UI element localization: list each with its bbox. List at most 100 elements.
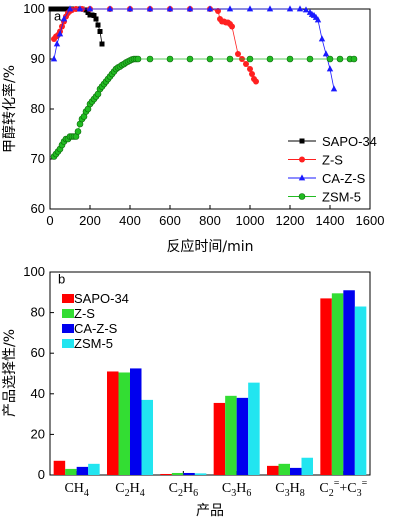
chart-b-panel-label: b xyxy=(58,272,65,287)
legend-label: CA-Z-S xyxy=(322,171,366,186)
data-point xyxy=(63,6,69,12)
legend-label: CA-Z-S xyxy=(74,321,118,336)
bar-ca-z-s xyxy=(183,472,195,475)
data-point xyxy=(249,71,255,77)
data-point xyxy=(296,5,304,12)
legend-item: CA-Z-S xyxy=(288,171,366,186)
data-point xyxy=(53,40,61,47)
legend-item: ZSM-5 xyxy=(62,336,113,351)
category-label: C2H4 xyxy=(115,481,144,499)
category-label: C3H6 xyxy=(222,481,251,499)
chart-b-ytick-label: 80 xyxy=(31,305,45,320)
data-point xyxy=(91,13,97,18)
chart-a-ytick-label: 90 xyxy=(31,51,45,66)
chart-b-ytick-label: 100 xyxy=(23,264,45,279)
bar-zsm-5 xyxy=(88,463,100,475)
legend-item: SAPO-34 xyxy=(288,134,377,149)
legend-swatch xyxy=(62,324,74,333)
data-point xyxy=(56,30,64,37)
category-label: CH4 xyxy=(64,481,88,499)
bar-z-s xyxy=(278,463,290,475)
legend-item: Z-S xyxy=(288,153,343,168)
bar-sapo-34 xyxy=(267,465,279,475)
bar-z-s xyxy=(171,472,184,475)
data-point xyxy=(235,51,241,57)
legend-marker xyxy=(299,138,305,144)
chart-b-ytick-label: 20 xyxy=(31,426,45,441)
data-point xyxy=(206,55,214,63)
bar-ca-z-s xyxy=(130,368,142,475)
legend-label: Z-S xyxy=(322,153,343,168)
data-point xyxy=(286,55,294,63)
data-point xyxy=(318,35,326,42)
chart-b: b 0 20 40 60 80 100 CH4 C2H4 C2H6 C3H6 C3H8 C2=+C3… xyxy=(2,264,371,519)
data-point xyxy=(322,50,330,57)
chart-a-ytick-label: 60 xyxy=(31,201,45,216)
data-point xyxy=(229,23,235,30)
legend-marker xyxy=(299,156,305,163)
chart-b-frame xyxy=(49,271,371,476)
chart-a-panel-label: a xyxy=(54,9,62,24)
chart-a-xlabel: 反应时间/min xyxy=(166,238,253,255)
data-point xyxy=(66,5,74,12)
chart-a-xtick-label: 0 xyxy=(46,213,53,228)
chart-a-xtick-label: 1400 xyxy=(316,213,345,228)
chart-b-xlabel: 产品 xyxy=(196,503,224,519)
data-point xyxy=(146,5,154,12)
chart-a-xtick-label: 1000 xyxy=(236,213,265,228)
data-point xyxy=(97,29,103,34)
legend-label: ZSM-5 xyxy=(74,336,113,351)
data-point xyxy=(302,6,310,13)
data-point xyxy=(314,16,322,23)
data-point xyxy=(99,41,105,47)
data-point xyxy=(226,55,234,63)
data-point xyxy=(48,6,54,12)
bar-zsm-5 xyxy=(194,473,207,475)
chart-b-ytick-label: 60 xyxy=(31,345,45,360)
bar-ca-z-s xyxy=(236,397,249,475)
data-point xyxy=(350,55,358,63)
data-point xyxy=(146,55,154,63)
category-label: C2=+C3= xyxy=(319,478,367,499)
bar-z-s xyxy=(118,372,130,475)
data-point xyxy=(247,66,253,72)
legend-item: SAPO-34 xyxy=(62,291,129,306)
data-point xyxy=(59,6,65,12)
legend-item: ZSM-5 xyxy=(288,190,361,205)
data-point xyxy=(76,5,84,12)
legend-swatch xyxy=(62,309,74,318)
series-zsm-5 xyxy=(50,55,358,160)
bar-zsm-5 xyxy=(354,306,367,475)
chart-a-xtick-label: 1200 xyxy=(276,213,305,228)
data-point xyxy=(166,5,174,12)
legend-swatch xyxy=(62,339,74,348)
series-z-s xyxy=(51,6,259,85)
legend-label: Z-S xyxy=(74,306,95,321)
data-point xyxy=(246,5,254,12)
bar-zsm-5 xyxy=(141,399,153,475)
data-point xyxy=(106,5,114,12)
data-point xyxy=(55,6,61,12)
chart-a-xtick-label: 200 xyxy=(79,213,101,228)
bar-ca-z-s xyxy=(76,466,89,475)
data-point xyxy=(326,55,334,63)
bar-zsm-5 xyxy=(248,382,260,475)
bar-ca-z-s xyxy=(343,290,355,475)
data-point xyxy=(226,5,234,12)
chart-a-xtick-label: 400 xyxy=(119,213,141,228)
data-point xyxy=(246,55,254,63)
legend-label: SAPO-34 xyxy=(74,291,129,306)
bar-z-s xyxy=(225,395,237,475)
chart-b-ytick-label: 0 xyxy=(38,467,45,482)
bar-zsm-5 xyxy=(301,457,313,475)
bar-z-s xyxy=(331,293,344,475)
legend-marker xyxy=(298,193,306,200)
bar-sapo-34 xyxy=(53,460,66,475)
chart-a-ytick-label: 100 xyxy=(23,1,45,16)
bar-z-s xyxy=(65,468,77,475)
series-line xyxy=(53,58,354,157)
chart-a-xtick-label: 1600 xyxy=(356,213,385,228)
chart-a-xtick-label: 600 xyxy=(159,213,181,228)
data-point xyxy=(266,55,274,63)
